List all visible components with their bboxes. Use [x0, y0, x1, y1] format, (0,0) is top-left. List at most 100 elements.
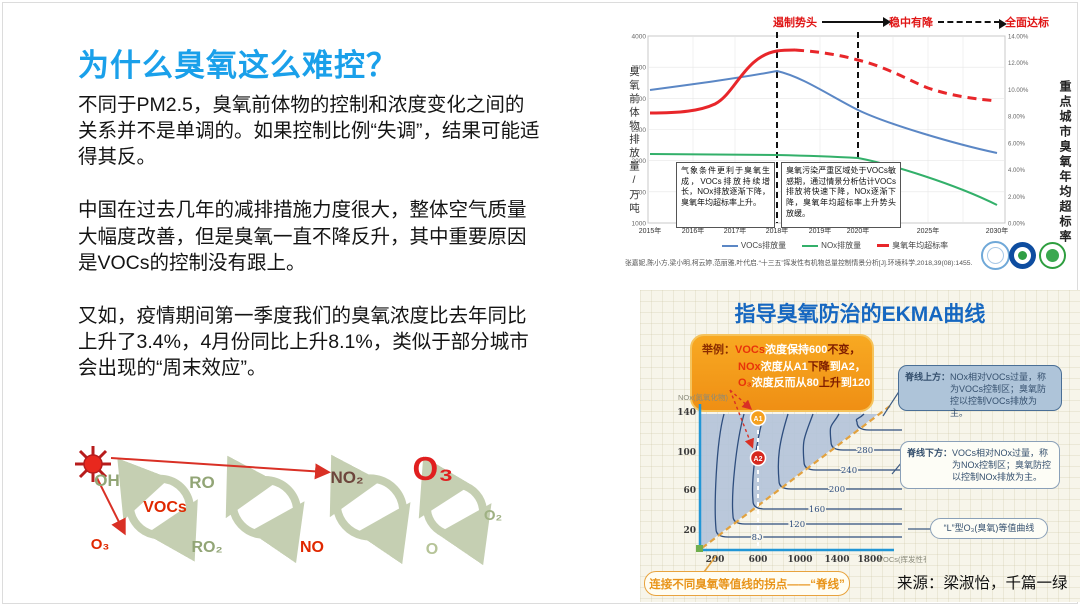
phase-1-label: 遏制势头: [773, 17, 817, 29]
ridge-below-note: 脊线下方： VOCs相对NOx过量，称为NOx控制区；臭氧防控以控制NOx排放为…: [900, 441, 1060, 489]
ekma-x-axis-label: VOCs(挥发性有机物): [878, 554, 926, 564]
point-a2: [749, 449, 767, 467]
tick: 10.00%: [1008, 88, 1029, 94]
tick: 2019年: [809, 226, 832, 235]
o3-start-label: O₃: [91, 536, 110, 553]
solid-arrow-icon: [822, 17, 891, 27]
vocs-label: VOCs: [143, 499, 187, 516]
ro2-label: RO₂: [191, 539, 222, 556]
tick: 140: [677, 408, 696, 418]
no2-label: NO₂: [330, 468, 363, 487]
ozone-rate-line-solid: [649, 48, 796, 115]
green-seal-icon: [1039, 242, 1066, 269]
page-title: 为什么臭氧这么难控？: [78, 40, 548, 85]
contour-label: 280: [857, 446, 873, 456]
contour-label: 200: [829, 485, 845, 495]
tick: 2020年: [847, 226, 870, 235]
legend-o3: 臭氧年均超标率: [877, 240, 948, 251]
example-line-1: 举例：VOCs浓度保持600不变，: [702, 342, 864, 359]
nox-series-line: [649, 153, 998, 206]
ozone-cycle-diagram: OH RO NO₂ O₃ VOCs RO₂ NO O O₂ O₃: [75, 446, 502, 566]
right-axis-title: 重点城市臭氧年均超标率: [1058, 80, 1072, 245]
origin-marker: [696, 545, 703, 552]
example-label: 举例：: [702, 344, 735, 356]
seg: 到A2，: [829, 360, 866, 373]
tick: 12.00%: [1008, 61, 1029, 67]
tick: 2500: [632, 127, 647, 134]
sun-icon: [75, 446, 111, 482]
seg: O₃: [738, 377, 752, 389]
tick: 20: [683, 526, 696, 536]
legend-vocs: VOCs排放量: [721, 240, 787, 251]
university-seal-icon: [981, 241, 1010, 270]
point-a2-label: A2: [754, 456, 763, 463]
ridge-definition-note: 连接不同臭氧等值线的拐点——“脊线”: [644, 571, 850, 596]
point-a1: [749, 409, 767, 427]
seg: 到120: [840, 377, 871, 389]
contour-label: 160: [809, 505, 825, 515]
seg: 浓度从A1: [760, 360, 808, 373]
dashed-arrow-icon: [938, 19, 1007, 29]
phase-divider-lines: [776, 32, 859, 223]
annotation-box-1: 气象条件更利于臭氧生成，VOCs排放持续增长，NOx排放逐渐下降，臭氧年均超标率…: [676, 162, 775, 228]
tick: 14.00%: [1008, 35, 1029, 41]
legend-nox-label: NOx排放量: [821, 241, 862, 250]
note-body: VOCs相对NOx过量，称为NOx控制区；臭氧防控以控制NOx排放为主。: [952, 448, 1052, 483]
seg: VOCs: [735, 344, 765, 356]
ridge-above-note: 脊线上方： NOx相对VOCs过量，称为VOCs控制区；臭氧防控以控制VOCs排…: [898, 365, 1062, 419]
paragraph-3: 又如，疫情期间第一季度我们的臭氧浓度比去年同比上升了3.4%，4月份同比上升8.…: [78, 304, 529, 379]
ekma-title: 指导臭氧防治的EKMA曲线: [734, 303, 986, 326]
tick: 1000: [632, 221, 647, 228]
phase-3-label: 全面达标: [1005, 17, 1049, 29]
body-text: 不同于PM2.5，臭氧前体物的控制和浓度变化之间的关系并不是单调的。如果控制比例…: [78, 92, 542, 408]
isopleth-labels: 80 120 160 200 240 280: [750, 445, 875, 545]
tick: 2000: [632, 158, 647, 165]
example-line-2: NOx浓度从A1下降到A2，: [738, 359, 866, 376]
left-axis-title: 臭氧前体物排放量/万吨: [628, 66, 640, 216]
cycle-labels: OH RO NO₂ O₃ VOCs RO₂ NO O O₂ O₃: [91, 450, 502, 558]
source-credit: 来源：梁淑怡，千篇一绿: [897, 575, 1068, 592]
oh-label: OH: [94, 471, 120, 490]
tick: 600: [749, 555, 768, 565]
example-pointer-arrows: [729, 389, 755, 449]
legend-o3-label: 臭氧年均超标率: [892, 241, 949, 250]
note-body: NOx相对VOCs过量，称为VOCs控制区；臭氧防控以控制VOCs排放为主。: [950, 372, 1047, 419]
paragraph-2: 中国在过去几年的减排措施力度很大，整体空气质量大幅度改善，但是臭氧一直不降反升，…: [78, 199, 527, 274]
cycle-arcs: [117, 454, 492, 566]
tick: 100: [677, 448, 696, 458]
seg: 浓度保持600: [764, 344, 828, 356]
x-axis-ticks: 2015年 2016年 2017年 2018年 2019年 2020年 2025…: [639, 226, 1009, 235]
ekma-panel: 指导臭氧防治的EKMA曲线 举例：VOCs浓度保持600不变， NOx浓度从A1…: [640, 290, 1080, 602]
l-curve-note: “L”型O₃(臭氧)等值曲线: [930, 518, 1048, 539]
tick: 2018年: [766, 226, 789, 235]
legend: VOCs排放量 NOx排放量 臭氧年均超标率: [655, 240, 1015, 251]
o2-label: O₂: [484, 507, 502, 524]
paragraph-1: 不同于PM2.5，臭氧前体物的控制和浓度变化之间的关系并不是单调的。如果控制比例…: [78, 94, 540, 169]
o3-big-label: O₃: [413, 450, 454, 487]
o-label: O: [426, 541, 438, 558]
tick: 2.00%: [1008, 195, 1026, 201]
o3-isopleths: [714, 413, 902, 538]
citation: 张嘉妮,陈小方,梁小明,柯云婷,范丽雅,叶代启.“十三五”挥发性有机物总量控制情…: [625, 260, 973, 267]
seg: 上升: [818, 377, 841, 389]
tick: 8.00%: [1008, 115, 1026, 121]
note-label: 脊线上方：: [905, 372, 951, 382]
ekma-y-axis-label: NOx(氮氧化物): [678, 392, 728, 402]
point-a1-label: A1: [754, 416, 763, 423]
phase-header: 遏制势头 稳中有降 全面达标: [773, 14, 1080, 30]
tick: 2016年: [682, 226, 705, 235]
tick: 0.00%: [1008, 222, 1026, 228]
note-label: 脊线下方：: [907, 448, 953, 458]
example-line-3: O₃浓度反而从80上升到120: [738, 375, 870, 392]
seg: NOx: [738, 360, 761, 373]
tick: 1400: [824, 555, 849, 565]
seg: 浓度反而从80: [751, 377, 819, 389]
right-axis-ticks: 14.00% 12.00% 10.00% 8.00% 6.00% 4.00% 2…: [1008, 35, 1029, 228]
legend-vocs-label: VOCs排放量: [740, 241, 787, 250]
tick: 3500: [632, 65, 647, 72]
ekma-plot: 80 120 160 200 240 280 140 100 60 20 200…: [677, 389, 926, 565]
tick: 2030年: [986, 226, 1009, 235]
institute-seal-icon: [1009, 242, 1036, 269]
no-label: NO: [300, 539, 324, 556]
contour-label: 120: [789, 520, 805, 530]
